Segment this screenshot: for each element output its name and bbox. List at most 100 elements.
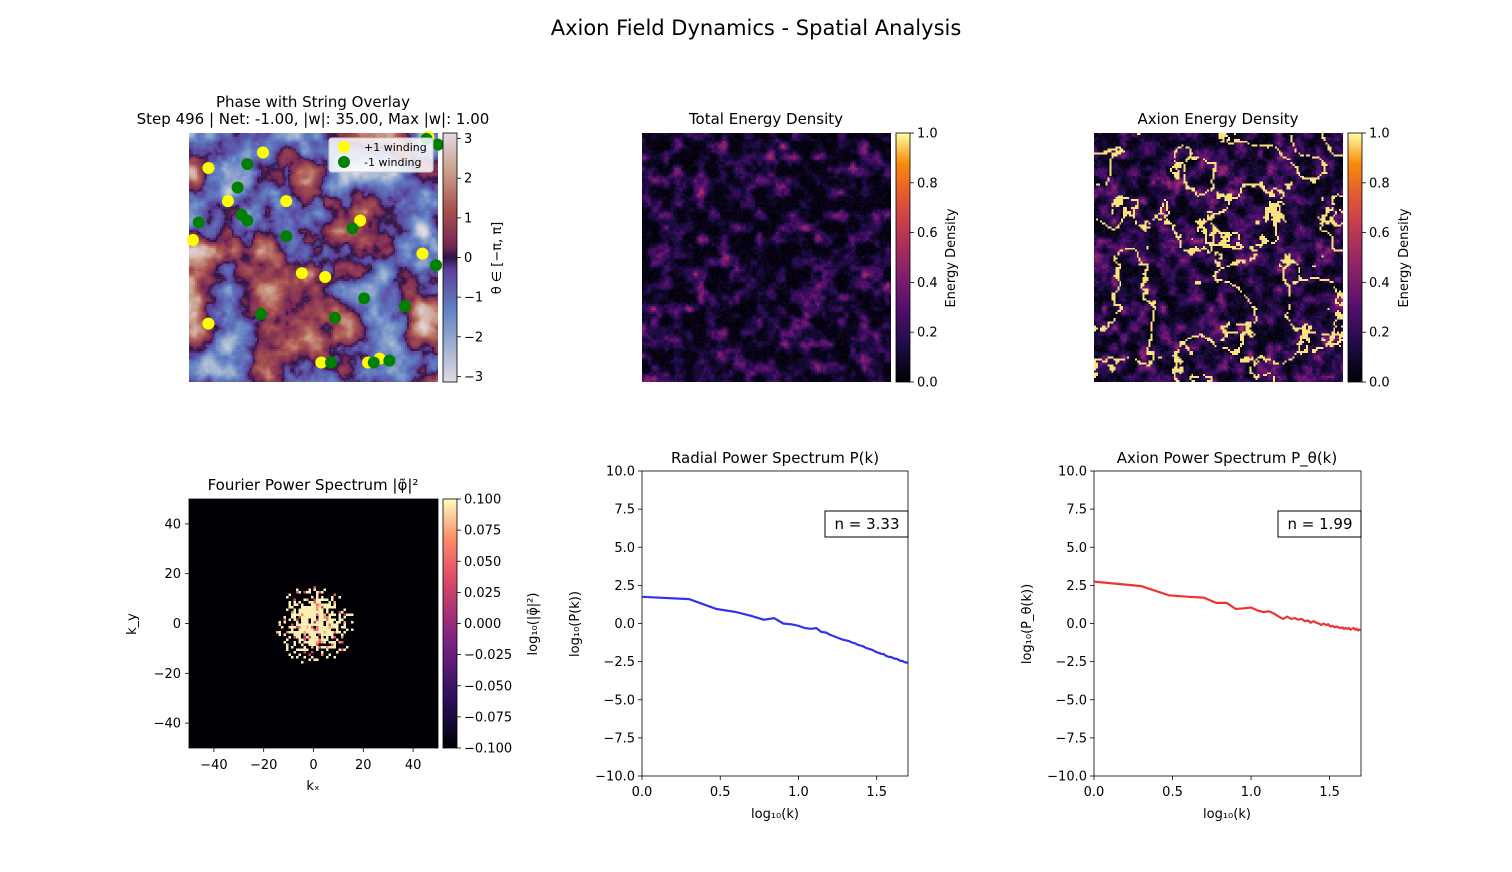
- radial-ytick-label: 0.0: [614, 617, 635, 632]
- axion-energy-colorbar-tick-label: 0.2: [1369, 326, 1390, 341]
- winding-minus-marker: [325, 356, 338, 369]
- axion-energy-heatmap: [1094, 133, 1343, 382]
- winding-markers: [186, 130, 444, 369]
- radial-ytick-label: −7.5: [603, 731, 635, 746]
- axion-spectrum-xtick-label: 1.0: [1241, 785, 1262, 800]
- radial-xtick-label: 0.0: [632, 785, 653, 800]
- axion-spectrum-ytick-label: −10.0: [1047, 770, 1087, 785]
- winding-minus-marker: [192, 216, 205, 229]
- winding-plus-marker: [202, 317, 215, 330]
- radial-panel: Radial Power Spectrum P(k) 0.0 0.5 1.0 1.5 −…: [568, 449, 909, 822]
- fourier-xtick-label: 0: [309, 758, 317, 773]
- winding-plus-marker: [280, 195, 293, 208]
- fourier-colorbar-tick-label: −0.025: [464, 648, 512, 663]
- winding-plus-marker: [256, 146, 269, 159]
- radial-annotation-box: n = 3.33: [824, 510, 909, 538]
- axion-energy-colorbar-tick-label: 0.8: [1369, 176, 1390, 191]
- total-energy-title: Total Energy Density: [688, 110, 843, 128]
- total-energy-colorbar: [896, 133, 910, 382]
- radial-ytick-label: −10.0: [595, 770, 635, 785]
- winding-minus-marker: [346, 222, 359, 235]
- fourier-ylabel: k_y: [125, 613, 140, 635]
- radial-ytick-label: 7.5: [614, 503, 635, 518]
- radial-xlabel: log₁₀(k): [751, 807, 799, 822]
- winding-plus-marker: [315, 356, 328, 369]
- fourier-ytick-label: −40: [154, 717, 181, 732]
- fourier-xtick-label: −40: [200, 758, 227, 773]
- axion-energy-colorbar-tick-label: 1.0: [1369, 127, 1390, 142]
- fourier-xtick-label: 20: [355, 758, 372, 773]
- winding-minus-marker: [254, 307, 267, 320]
- total-energy-colorbar-label: Energy Density: [944, 208, 959, 307]
- winding-plus-marker: [202, 162, 215, 175]
- axion-spectrum-title: Axion Power Spectrum P_θ(k): [1117, 449, 1337, 468]
- fourier-colorbar-tick-label: 0.100: [464, 493, 501, 508]
- fourier-colorbar-tick-label: 0.075: [464, 524, 501, 539]
- fourier-colorbar-tick-label: 0.025: [464, 586, 501, 601]
- winding-minus-marker: [328, 311, 341, 324]
- axion-spectrum-ytick-label: 0.0: [1066, 617, 1087, 632]
- winding-plus-marker: [319, 270, 332, 283]
- figure-suptitle: Axion Field Dynamics - Spatial Analysis: [551, 16, 962, 40]
- phase-colorbar-tick-label: −3: [464, 370, 483, 385]
- phase-title: Phase with String Overlay: [216, 93, 410, 111]
- axion-spectrum-xtick-label: 1.5: [1319, 785, 1340, 800]
- fourier-colorbar: [443, 499, 457, 748]
- radial-series-line: [641, 595, 909, 665]
- radial-axes: 0.0 0.5 1.0 1.5 −10.0 −7.5 −5.0 −2.5 0.0 2.5 5.0 7.…: [595, 465, 887, 801]
- total-energy-colorbar-tick-label: 0.2: [917, 326, 938, 341]
- fourier-ytick-label: 20: [164, 567, 181, 582]
- legend-marker-plus: [338, 141, 350, 153]
- legend-marker-minus: [338, 156, 350, 168]
- phase-colorbar: [443, 133, 457, 382]
- axion-energy-panel: Axion Energy Density 1.00.80.60.40.20.0 …: [1094, 110, 1412, 391]
- fourier-xlabel: kₓ: [306, 779, 320, 794]
- total-energy-colorbar-tick-label: 0.6: [917, 226, 938, 241]
- axion-spectrum-ylabel: log₁₀(P_θ(k)): [1020, 584, 1035, 664]
- radial-ytick-label: 2.5: [614, 579, 635, 594]
- fourier-colorbar-ticks: 0.100 0.075 0.050 0.025 0.000 −0.025 −0.050 −0.…: [457, 493, 512, 757]
- phase-legend: +1 winding -1 winding: [328, 137, 434, 173]
- total-energy-colorbar-tick-label: 0.4: [917, 276, 938, 291]
- axion-spectrum-ytick-label: −5.0: [1055, 693, 1087, 708]
- axion-spectrum-annotation: n = 1.99: [1287, 515, 1352, 533]
- phase-colorbar-label: θ ∈ [−π, π]: [490, 222, 505, 295]
- axion-spectrum-ytick-label: 2.5: [1066, 579, 1087, 594]
- axion-spectrum-panel: Axion Power Spectrum P_θ(k) 0.0 0.5 1.0 1.5…: [1020, 449, 1362, 822]
- axion-spectrum-annotation-box: n = 1.99: [1277, 510, 1362, 538]
- axion-spectrum-series-line: [1093, 580, 1362, 632]
- radial-ytick-label: −2.5: [603, 655, 635, 670]
- winding-minus-marker: [383, 354, 396, 367]
- fourier-colorbar-tick-label: 0.050: [464, 555, 501, 570]
- axion-spectrum-ytick-label: 5.0: [1066, 541, 1087, 556]
- fourier-ytick-label: 0: [173, 617, 181, 632]
- winding-plus-marker: [186, 233, 199, 246]
- axion-spectrum-ytick-label: −7.5: [1055, 731, 1087, 746]
- radial-title: Radial Power Spectrum P(k): [671, 449, 879, 467]
- phase-subtitle: Step 496 | Net: -1.00, |w|: 35.00, Max |…: [137, 110, 490, 128]
- axion-energy-colorbar-tick-label: 0.0: [1369, 376, 1390, 391]
- axion-spectrum-xtick-label: 0.0: [1084, 785, 1105, 800]
- axion-spectrum-axes: 0.0 0.5 1.0 1.5 −10.0 −7.5 −5.0 −2.5 0.0 2.5 5.0 7.…: [1047, 465, 1340, 801]
- winding-minus-marker: [231, 181, 244, 194]
- phase-colorbar-tick-label: −2: [464, 330, 483, 345]
- radial-ylabel: log₁₀(P(k)): [568, 591, 583, 657]
- phase-colorbar-ticks: 3 2 1 0 −1 −2 −3: [457, 132, 483, 385]
- axion-energy-colorbar-ticks: 1.0 0.8 0.6 0.4 0.2 0.0: [1362, 127, 1390, 391]
- winding-plus-marker: [416, 247, 429, 260]
- total-energy-colorbar-tick-label: 0.8: [917, 176, 938, 191]
- axion-spectrum-xtick-label: 0.5: [1162, 785, 1183, 800]
- phase-colorbar-tick-label: 1: [464, 211, 472, 226]
- phase-colorbar-tick-label: 0: [464, 251, 472, 266]
- fourier-panel: Fourier Power Spectrum |φ̃|² −40 −20 0 20 40…: [125, 476, 541, 794]
- total-energy-colorbar-tick-label: 0.0: [917, 376, 938, 391]
- legend-label-plus: +1 winding: [364, 141, 427, 154]
- fourier-xtick-label: 40: [405, 758, 422, 773]
- fourier-colorbar-tick-label: −0.075: [464, 710, 512, 725]
- winding-plus-marker: [295, 267, 308, 280]
- fourier-colorbar-tick-label: −0.050: [464, 679, 512, 694]
- total-energy-heatmap: [642, 133, 891, 382]
- radial-xtick-label: 1.0: [788, 785, 809, 800]
- radial-ytick-label: 5.0: [614, 541, 635, 556]
